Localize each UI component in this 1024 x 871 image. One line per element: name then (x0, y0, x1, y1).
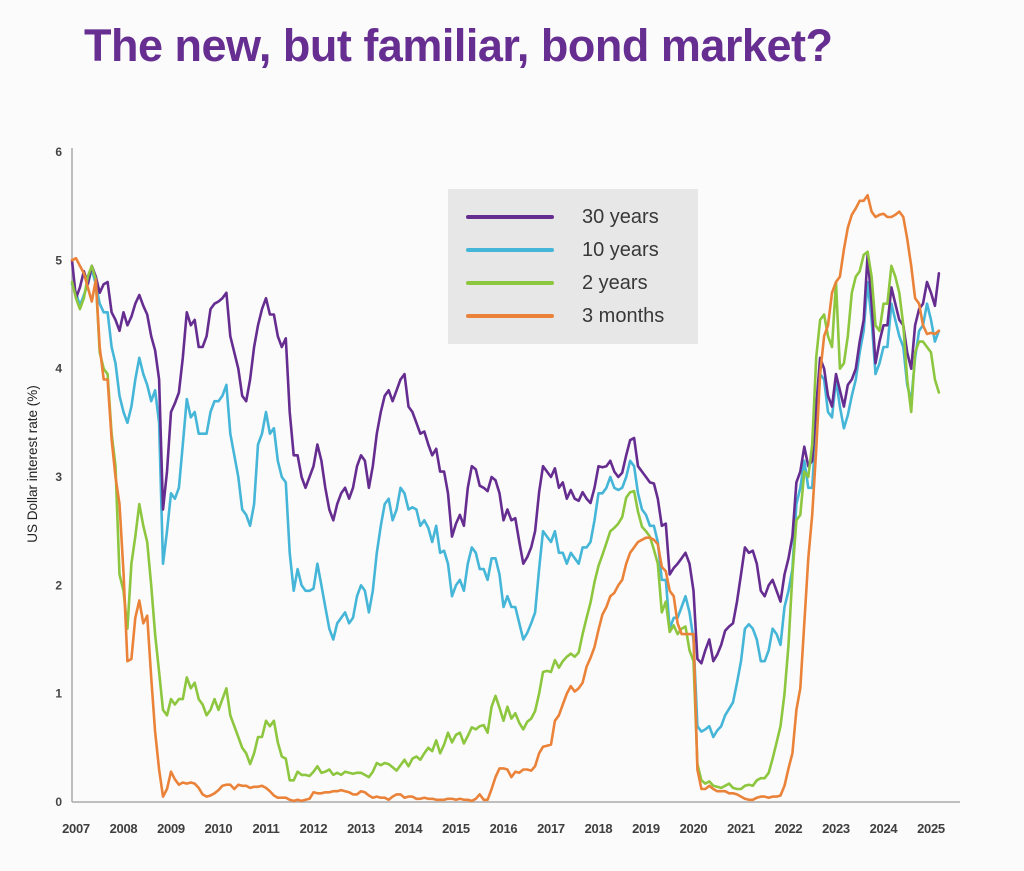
legend-swatch-2-years-icon (466, 280, 554, 285)
x-tick-label-2012: 2012 (300, 821, 328, 836)
legend-label-10-years: 10 years (582, 239, 659, 262)
legend-swatch-10-years-icon (466, 248, 554, 253)
series-line-30-years (70, 253, 941, 665)
legend-item-30-years: 30 years (466, 207, 698, 227)
y-tick-label-2: 2 (55, 578, 62, 592)
chart-legend: 30 years 10 years 2 years 3 months (448, 189, 698, 344)
page-title: The new, but familiar, bond market? (84, 20, 833, 71)
legend-swatch-30-years-icon (466, 215, 554, 220)
x-tick-label-2013: 2013 (347, 821, 375, 836)
x-tick-label-2023: 2023 (822, 821, 850, 836)
legend-item-2-years: 2 years (466, 273, 698, 293)
y-tick-label-6: 6 (55, 145, 62, 159)
x-tick-label-2022: 2022 (775, 821, 803, 836)
y-tick-label-1: 1 (55, 687, 62, 701)
x-tick-label-2014: 2014 (395, 821, 424, 836)
y-tick-label-4: 4 (55, 362, 62, 376)
legend-label-30-years: 30 years (582, 206, 659, 229)
x-tick-label-2015: 2015 (442, 821, 470, 836)
x-tick-label-2019: 2019 (632, 821, 660, 836)
y-tick-label-5: 5 (55, 253, 62, 267)
x-tick-label-2011: 2011 (252, 821, 279, 836)
x-tick-label-2017: 2017 (537, 821, 565, 836)
y-axis-title: US Dollar interest rate (%) (25, 385, 40, 543)
legend-label-3-months: 3 months (582, 304, 665, 327)
x-tick-label-2018: 2018 (585, 821, 613, 836)
x-tick-label-2025: 2025 (917, 821, 945, 836)
series-line-3-months (70, 194, 941, 803)
y-tick-label-0: 0 (55, 795, 62, 809)
legend-item-10-years: 10 years (466, 240, 698, 260)
x-tick-label-2016: 2016 (490, 821, 518, 836)
x-tick-label-2010: 2010 (205, 821, 233, 836)
series-line-2-years (70, 250, 941, 791)
legend-item-3-months: 3 months (466, 306, 698, 326)
x-tick-label-2021: 2021 (727, 821, 755, 836)
x-tick-label-2024: 2024 (870, 821, 899, 836)
legend-label-2-years: 2 years (582, 271, 648, 294)
x-tick-label-2007: 2007 (62, 821, 90, 836)
y-tick-label-3: 3 (55, 470, 62, 484)
x-tick-label-2008: 2008 (110, 821, 138, 836)
x-tick-label-2020: 2020 (680, 821, 708, 836)
legend-swatch-3-months-icon (466, 313, 554, 318)
x-tick-label-2009: 2009 (157, 821, 185, 836)
